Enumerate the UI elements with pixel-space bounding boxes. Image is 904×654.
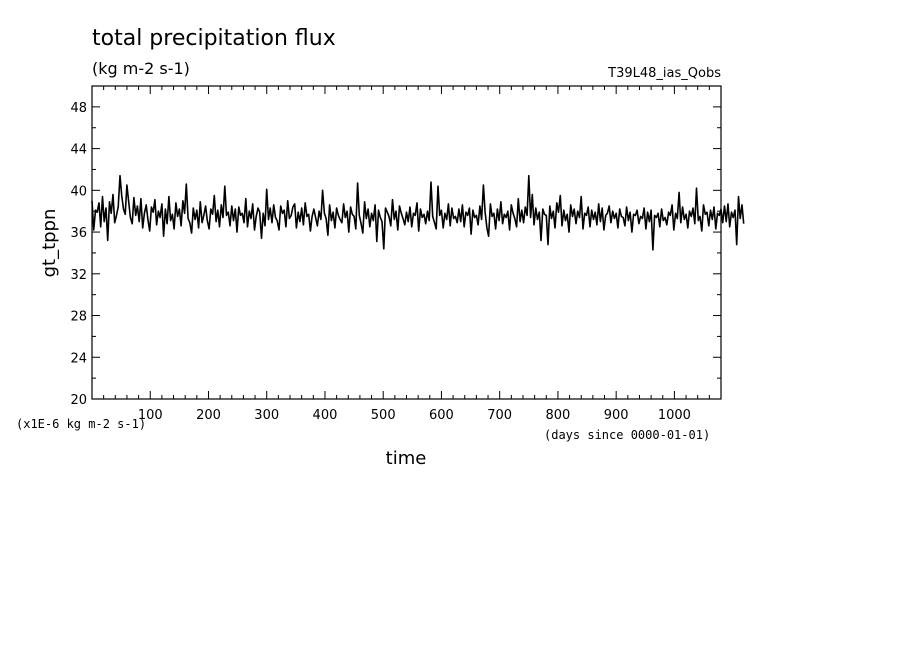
y-axis-label: gt_tppn [39, 209, 60, 278]
y-axis-units: (x1E-6 kg m-2 s-1) [16, 417, 146, 431]
chart-title: total precipitation flux [92, 26, 336, 51]
x-tick-label: 100 [138, 408, 163, 423]
x-tick-label: 700 [487, 408, 512, 423]
plot-frame [91, 85, 722, 400]
y-tick-label: 36 [70, 226, 87, 241]
y-tick-label: 40 [70, 184, 87, 199]
x-axis-label: time [386, 448, 427, 469]
y-tick-label: 28 [70, 310, 87, 325]
x-tick-label: 200 [196, 408, 221, 423]
series-line [91, 174, 745, 251]
x-tick-label: 300 [254, 408, 279, 423]
x-tick-label: 400 [313, 408, 338, 423]
y-tick-label: 20 [70, 393, 87, 408]
y-tick-label: 44 [70, 143, 87, 158]
x-tick-label: 1000 [658, 408, 691, 423]
x-axis-ticks [103, 86, 722, 399]
x-axis-units: (days since 0000-01-01) [544, 428, 710, 442]
x-axis-tick-labels: 100 200 300 400 500 600 700 800 900 1000 [138, 408, 691, 423]
y-tick-label: 32 [70, 268, 87, 283]
x-tick-label: 600 [429, 408, 454, 423]
chart-subtitle: (kg m-2 s-1) [92, 59, 190, 78]
y-tick-label: 48 [70, 101, 87, 116]
x-tick-label: 900 [604, 408, 629, 423]
experiment-label: T39L48_ias_Qobs [607, 66, 721, 81]
y-axis-ticks [92, 85, 721, 400]
y-tick-label: 24 [70, 351, 87, 366]
x-tick-label: 500 [371, 408, 396, 423]
y-axis-tick-labels: 20 24 28 32 36 40 44 48 [70, 101, 87, 408]
x-tick-label: 800 [546, 408, 571, 423]
